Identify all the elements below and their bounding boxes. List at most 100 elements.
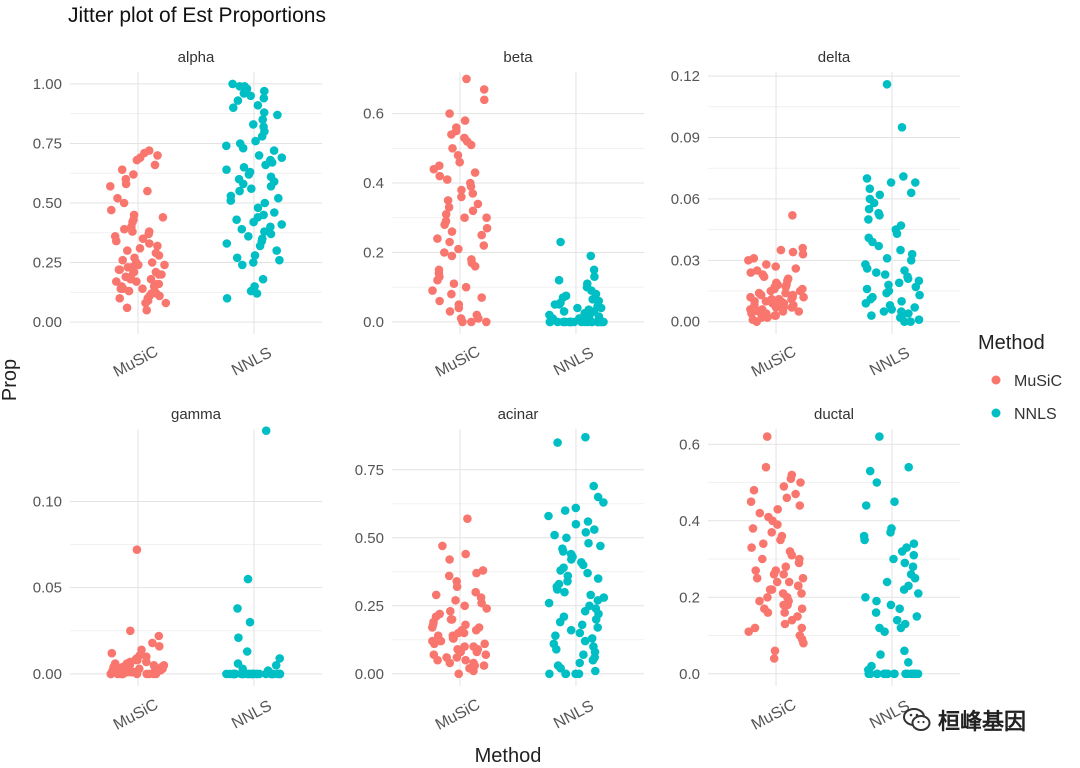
data-point-music — [447, 251, 457, 261]
data-point-nnls — [577, 620, 587, 630]
data-point-nnls — [553, 438, 562, 447]
data-point-music — [758, 554, 767, 564]
data-point-music — [760, 604, 769, 613]
data-point-music — [461, 549, 471, 559]
data-point-nnls — [907, 249, 917, 259]
data-point-music — [442, 653, 451, 662]
data-point-nnls — [593, 623, 602, 632]
data-point-nnls — [862, 284, 872, 294]
data-point-nnls — [559, 307, 569, 316]
data-point-nnls — [563, 571, 573, 581]
data-point-nnls — [277, 153, 287, 162]
data-point-music — [428, 636, 437, 646]
data-point-music — [446, 606, 455, 616]
data-point-nnls — [865, 194, 875, 204]
data-point-music — [482, 604, 492, 613]
data-point-nnls — [561, 291, 571, 301]
data-point-nnls — [889, 669, 899, 679]
data-point-music — [482, 317, 491, 327]
panel-delta: 0.00 0.03 0.06 0.09 0.12 delta MuSiC NNLS — [671, 49, 960, 381]
data-point-nnls — [226, 191, 236, 201]
data-point-music — [461, 282, 471, 292]
data-point-music — [468, 189, 478, 198]
data-point-nnls — [910, 303, 919, 312]
watermark: 桓峰基因 — [902, 704, 1026, 736]
legend: Method MuSiC NNLS — [978, 332, 1062, 423]
data-point-music — [457, 192, 466, 202]
data-point-music — [777, 531, 787, 541]
data-point-music — [443, 175, 452, 184]
facet-title: delta — [818, 49, 851, 66]
data-point-nnls — [263, 666, 273, 675]
data-point-nnls — [275, 654, 285, 663]
data-point-music — [457, 185, 466, 195]
data-point-nnls — [861, 501, 871, 510]
legend-title: Method — [978, 332, 1045, 354]
data-point-nnls — [261, 426, 271, 436]
data-point-music — [763, 593, 772, 602]
data-point-nnls — [897, 313, 906, 322]
data-point-nnls — [590, 272, 599, 282]
data-point-music — [477, 293, 487, 302]
data-point-music — [138, 234, 148, 243]
data-point-nnls — [232, 215, 241, 224]
data-point-nnls — [222, 669, 231, 679]
data-point-nnls — [912, 612, 922, 621]
data-point-music — [791, 489, 800, 499]
data-point-music — [106, 182, 115, 191]
data-point-nnls — [549, 639, 559, 649]
data-point-nnls — [266, 155, 275, 165]
data-point-music — [474, 623, 484, 632]
data-point-nnls — [271, 661, 281, 670]
data-point-nnls — [900, 266, 909, 275]
data-point-nnls — [571, 503, 581, 513]
data-point-nnls — [895, 604, 904, 613]
data-point-nnls — [584, 538, 593, 548]
data-point-music — [762, 260, 771, 269]
data-point-music — [467, 255, 476, 264]
data-point-nnls — [909, 539, 919, 548]
data-point-music — [460, 601, 470, 611]
data-point-nnls — [879, 307, 889, 316]
data-point-music — [159, 661, 169, 670]
data-point-nnls — [589, 265, 599, 275]
data-point-music — [149, 661, 159, 670]
data-point-music — [482, 223, 492, 233]
data-point-music — [112, 277, 121, 286]
data-point-music — [148, 638, 157, 648]
data-point-nnls — [250, 282, 259, 291]
y-tick-label: 0.00 — [33, 666, 62, 683]
data-point-music — [481, 650, 491, 659]
data-point-music — [441, 210, 451, 219]
panel-gamma: 0.00 0.05 0.10 gamma MuSiC NNLS — [33, 406, 322, 734]
data-point-nnls — [882, 80, 892, 89]
data-point-music — [468, 206, 478, 216]
data-point-nnls — [876, 650, 885, 659]
data-point-music — [449, 279, 459, 289]
data-point-music — [772, 278, 781, 288]
data-point-music — [755, 508, 765, 518]
data-point-music — [121, 174, 131, 184]
data-point-music — [448, 144, 457, 153]
y-tick-label: 0.0 — [363, 314, 384, 331]
y-tick-label: 0.4 — [363, 175, 384, 192]
data-point-music — [479, 85, 489, 94]
data-point-music — [787, 470, 797, 480]
data-point-music — [444, 203, 454, 212]
data-point-music — [142, 305, 151, 315]
facet-panels: 0.00 0.25 0.50 0.75 1.00 alpha MuSiC NNLS 0.0 0.2… — [33, 49, 960, 734]
data-point-music — [452, 123, 461, 132]
data-point-nnls — [272, 246, 282, 255]
y-tick-label: 0.25 — [33, 255, 62, 272]
data-point-nnls — [892, 615, 902, 625]
data-point-nnls — [254, 151, 264, 160]
data-point-music — [129, 170, 138, 179]
data-point-music — [764, 512, 773, 522]
data-point-nnls — [233, 96, 243, 105]
data-point-music — [796, 478, 805, 487]
y-tick-label: 0.75 — [33, 135, 62, 152]
data-point-music — [482, 213, 491, 222]
data-point-nnls — [575, 658, 584, 668]
data-point-nnls — [589, 481, 598, 491]
